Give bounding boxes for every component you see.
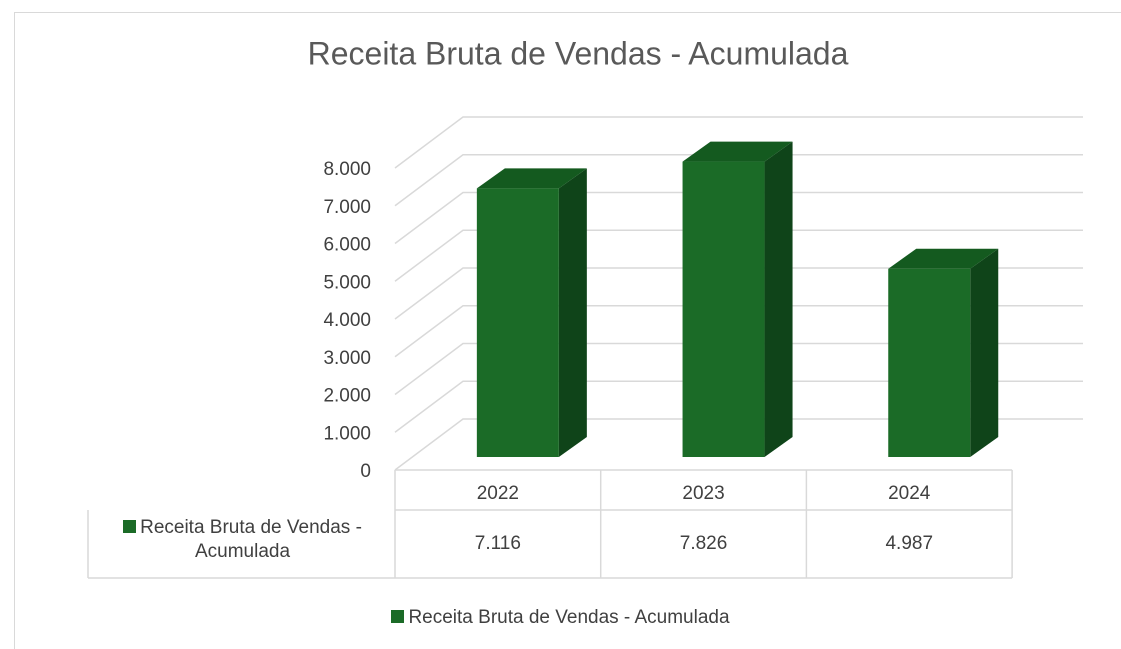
y-tick-label: 7.000: [323, 197, 371, 218]
bar-side: [558, 168, 587, 457]
bar-side: [764, 141, 793, 458]
x-tick-label: 2023: [682, 483, 724, 504]
grid-line: [394, 191, 1083, 245]
bar-top: [682, 141, 793, 162]
grid-line: [394, 154, 1083, 207]
x-tick-label: 2024: [888, 483, 931, 504]
grid-line: [394, 418, 1083, 471]
legend-entry: Receita Bruta de Vendas - Acumulada: [408, 607, 730, 628]
legend-key: [391, 610, 405, 623]
x-tick-label: 2022: [477, 483, 519, 504]
grid-line: [394, 116, 1083, 169]
bar-side: [970, 248, 999, 457]
y-tick-label: 1.000: [323, 423, 371, 444]
y-tick-label: 0: [360, 461, 371, 482]
legend-key: [123, 520, 137, 533]
chart-title: Receita Bruta de Vendas - Acumulada: [308, 35, 849, 71]
legend: Receita Bruta de Vendas - Acumulada: [0, 606, 1121, 630]
grid-line: [394, 305, 1083, 358]
bar-top: [476, 168, 587, 189]
y-tick-label: 2.000: [323, 386, 371, 407]
y-tick-label: 6.000: [323, 235, 371, 256]
y-tick-label: 4.000: [323, 310, 371, 331]
bar: [888, 268, 971, 457]
chart-border: [14, 12, 1121, 649]
bar: [476, 188, 559, 457]
grid-line: [394, 342, 1083, 396]
bar: [682, 161, 765, 458]
data-table-value: 7.826: [680, 533, 728, 554]
data-table-value: 4.987: [885, 533, 933, 554]
bar-top: [888, 248, 999, 269]
y-tick-label: 3.000: [323, 348, 371, 369]
table-series-label: Receita Bruta de Vendas - Acumulada: [95, 516, 390, 564]
grid-line: [394, 267, 1083, 320]
grid-line: [394, 229, 1083, 282]
grid-line: [394, 380, 1083, 433]
y-tick-label: 5.000: [323, 272, 371, 293]
series-name: Receita Bruta de Vendas - Acumulada: [140, 517, 362, 562]
data-table-value: 7.116: [475, 533, 521, 554]
y-tick-label: 8.000: [323, 159, 371, 180]
